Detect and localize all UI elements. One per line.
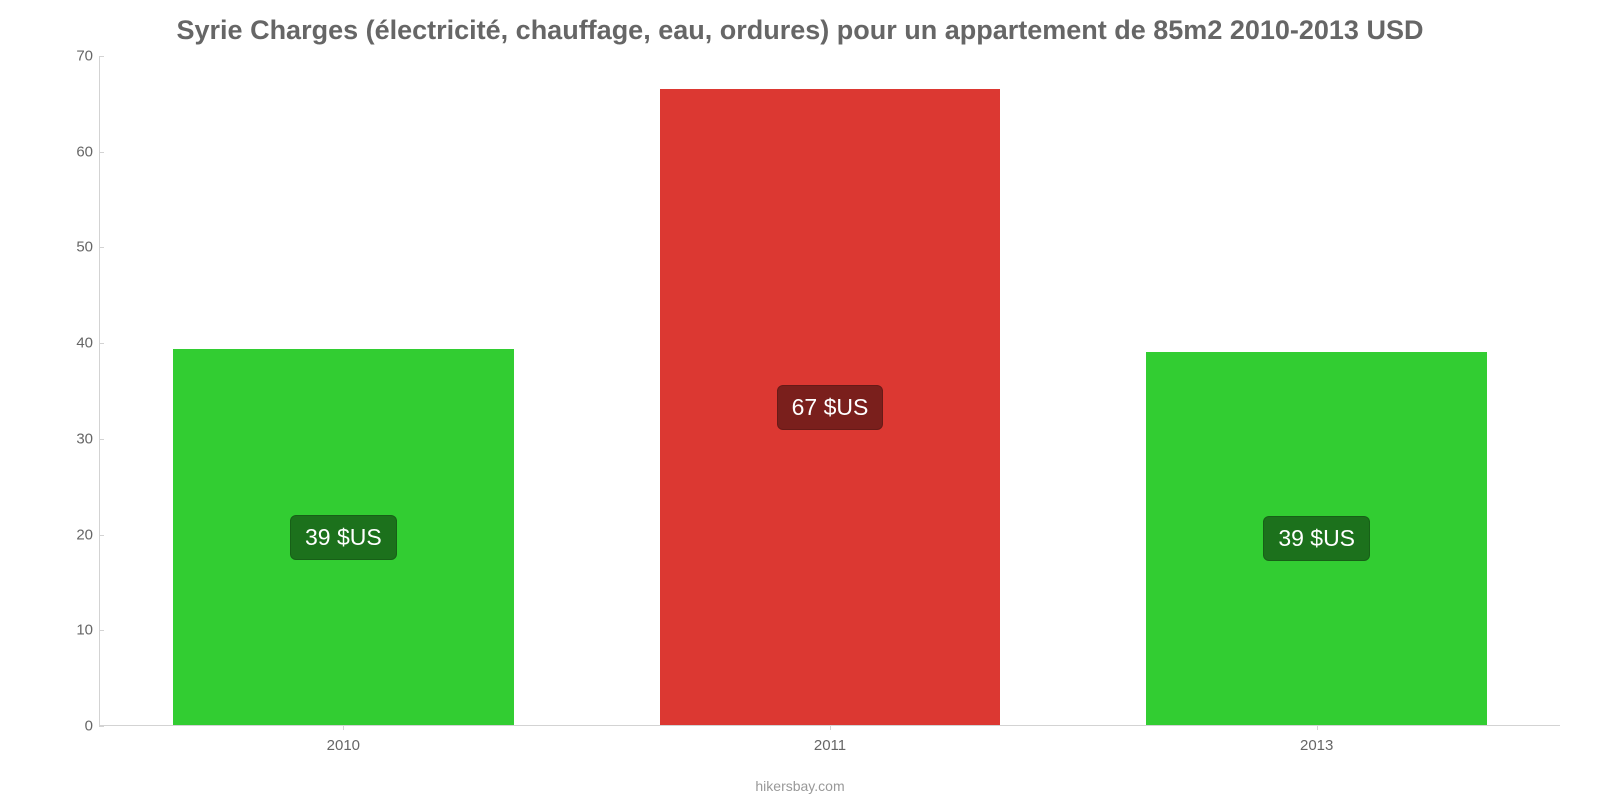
x-tick-mark [1317, 725, 1318, 730]
x-tick-mark [343, 725, 344, 730]
bar: 39 $US [1146, 352, 1487, 725]
y-tick-label: 0 [85, 718, 93, 735]
x-tick-label: 2011 [587, 737, 1074, 754]
bar-value-label: 39 $US [290, 515, 397, 560]
y-tick-label: 40 [76, 335, 93, 352]
x-tick-mark [830, 725, 831, 730]
bar: 39 $US [173, 349, 514, 725]
y-tick-label: 60 [76, 143, 93, 160]
y-tick-label: 10 [76, 622, 93, 639]
y-tick-label: 30 [76, 430, 93, 447]
x-tick-label: 2010 [100, 737, 587, 754]
plot-area: 010203040506070 39 $US67 $US39 $US 20102… [70, 56, 1560, 726]
bars-area: 39 $US 67 $US 39 $US [100, 56, 1560, 726]
y-tick-label: 20 [76, 526, 93, 543]
y-tick-label: 50 [76, 239, 93, 256]
chart-container: Syrie Charges (électricité, chauffage, e… [0, 0, 1600, 800]
bar: 67 $US [660, 89, 1001, 725]
bar-value-label: 39 $US [1263, 516, 1370, 561]
bar-slot: 67 $US [587, 56, 1074, 725]
chart-title: Syrie Charges (électricité, chauffage, e… [40, 15, 1560, 46]
source-label: hikersbay.com [0, 778, 1600, 794]
bar-slot: 39 $US [1073, 56, 1560, 725]
y-tick-mark [99, 726, 104, 727]
y-axis: 010203040506070 [70, 56, 100, 726]
bar-slot: 39 $US [100, 56, 587, 725]
x-axis-labels: 201020112013 [100, 737, 1560, 754]
x-tick-label: 2013 [1073, 737, 1560, 754]
y-tick-label: 70 [76, 48, 93, 65]
bar-value-label: 67 $US [777, 385, 884, 430]
